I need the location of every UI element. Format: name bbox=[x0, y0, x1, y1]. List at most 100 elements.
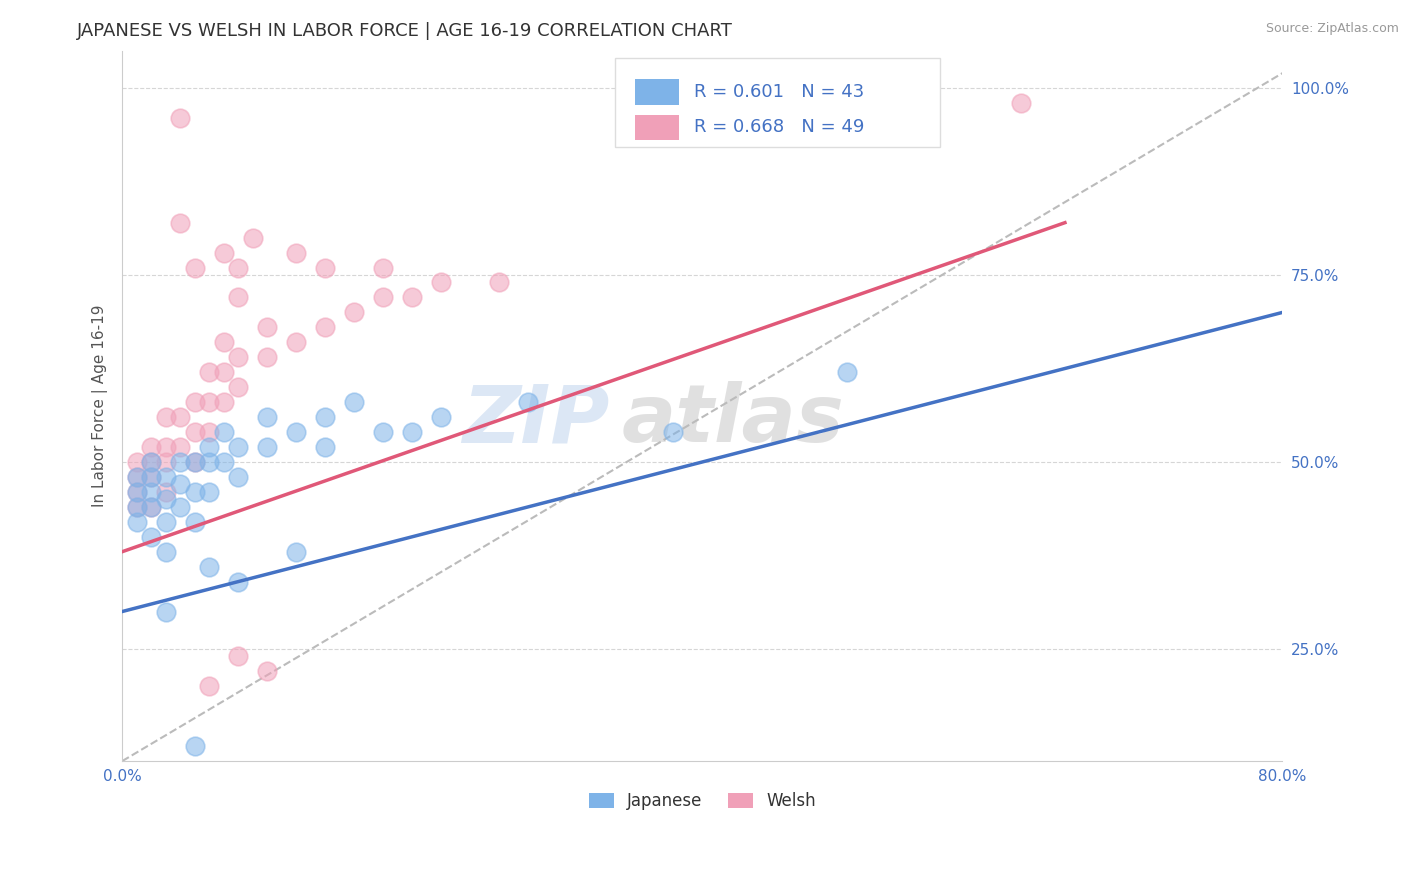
Point bbox=[141, 500, 163, 514]
Point bbox=[226, 290, 249, 304]
FancyBboxPatch shape bbox=[636, 79, 679, 104]
Point bbox=[226, 470, 249, 484]
Text: R = 0.668   N = 49: R = 0.668 N = 49 bbox=[695, 119, 865, 136]
Point bbox=[141, 530, 163, 544]
Point bbox=[198, 440, 221, 454]
Point bbox=[226, 351, 249, 365]
Point bbox=[184, 455, 207, 469]
Point bbox=[198, 484, 221, 499]
Point bbox=[430, 276, 453, 290]
Point bbox=[125, 484, 148, 499]
Point bbox=[285, 335, 308, 350]
Point bbox=[141, 470, 163, 484]
Point bbox=[212, 245, 235, 260]
Point bbox=[169, 477, 191, 491]
Point bbox=[662, 425, 685, 439]
Point bbox=[125, 484, 148, 499]
Point bbox=[343, 395, 366, 409]
Point bbox=[155, 515, 177, 529]
Point bbox=[125, 455, 148, 469]
Point bbox=[155, 440, 177, 454]
Point bbox=[169, 455, 191, 469]
Point bbox=[155, 544, 177, 558]
Point bbox=[256, 320, 278, 334]
Point bbox=[256, 351, 278, 365]
Point bbox=[212, 335, 235, 350]
Point bbox=[125, 470, 148, 484]
Point bbox=[169, 216, 191, 230]
Point bbox=[184, 395, 207, 409]
Point bbox=[155, 455, 177, 469]
Point bbox=[212, 455, 235, 469]
Point bbox=[184, 515, 207, 529]
Point bbox=[125, 500, 148, 514]
Point bbox=[141, 470, 163, 484]
Point bbox=[155, 492, 177, 507]
Point bbox=[373, 425, 395, 439]
Point bbox=[184, 739, 207, 753]
Point bbox=[373, 290, 395, 304]
Point bbox=[169, 111, 191, 125]
Point bbox=[314, 410, 336, 425]
Legend: Japanese, Welsh: Japanese, Welsh bbox=[582, 785, 823, 817]
Point bbox=[141, 455, 163, 469]
Point bbox=[125, 515, 148, 529]
Text: ZIP: ZIP bbox=[463, 381, 610, 459]
Point bbox=[314, 260, 336, 275]
Point bbox=[373, 260, 395, 275]
Point bbox=[226, 649, 249, 664]
Point bbox=[226, 440, 249, 454]
Point bbox=[401, 425, 423, 439]
Point bbox=[226, 260, 249, 275]
Text: atlas: atlas bbox=[621, 381, 844, 459]
Point bbox=[155, 470, 177, 484]
Point bbox=[141, 500, 163, 514]
Point bbox=[285, 544, 308, 558]
Point bbox=[184, 455, 207, 469]
Point bbox=[314, 320, 336, 334]
Point bbox=[198, 559, 221, 574]
Point bbox=[169, 500, 191, 514]
Text: JAPANESE VS WELSH IN LABOR FORCE | AGE 16-19 CORRELATION CHART: JAPANESE VS WELSH IN LABOR FORCE | AGE 1… bbox=[77, 22, 733, 40]
Point bbox=[184, 425, 207, 439]
Point bbox=[256, 665, 278, 679]
Point bbox=[155, 484, 177, 499]
Point bbox=[212, 395, 235, 409]
Point bbox=[198, 395, 221, 409]
Point bbox=[198, 365, 221, 379]
Point bbox=[125, 500, 148, 514]
Point bbox=[517, 395, 540, 409]
Point bbox=[198, 679, 221, 693]
Point bbox=[155, 605, 177, 619]
Point bbox=[908, 95, 931, 110]
Point bbox=[343, 305, 366, 319]
Point bbox=[226, 380, 249, 394]
Point bbox=[430, 410, 453, 425]
Point bbox=[141, 484, 163, 499]
Point bbox=[314, 440, 336, 454]
Point bbox=[256, 440, 278, 454]
Point bbox=[1010, 95, 1032, 110]
Text: R = 0.601   N = 43: R = 0.601 N = 43 bbox=[695, 83, 865, 101]
Point bbox=[256, 410, 278, 425]
Point bbox=[184, 260, 207, 275]
Point bbox=[155, 410, 177, 425]
Point bbox=[212, 365, 235, 379]
Point bbox=[401, 290, 423, 304]
Point bbox=[169, 410, 191, 425]
Point bbox=[198, 455, 221, 469]
Point bbox=[242, 230, 264, 244]
Point bbox=[285, 245, 308, 260]
Text: Source: ZipAtlas.com: Source: ZipAtlas.com bbox=[1265, 22, 1399, 36]
Point bbox=[141, 455, 163, 469]
Point bbox=[184, 484, 207, 499]
Point bbox=[226, 574, 249, 589]
Point bbox=[141, 440, 163, 454]
Point bbox=[285, 425, 308, 439]
FancyBboxPatch shape bbox=[636, 114, 679, 140]
Point bbox=[169, 440, 191, 454]
Point bbox=[198, 425, 221, 439]
Point bbox=[212, 425, 235, 439]
FancyBboxPatch shape bbox=[616, 58, 941, 146]
Point bbox=[488, 276, 510, 290]
